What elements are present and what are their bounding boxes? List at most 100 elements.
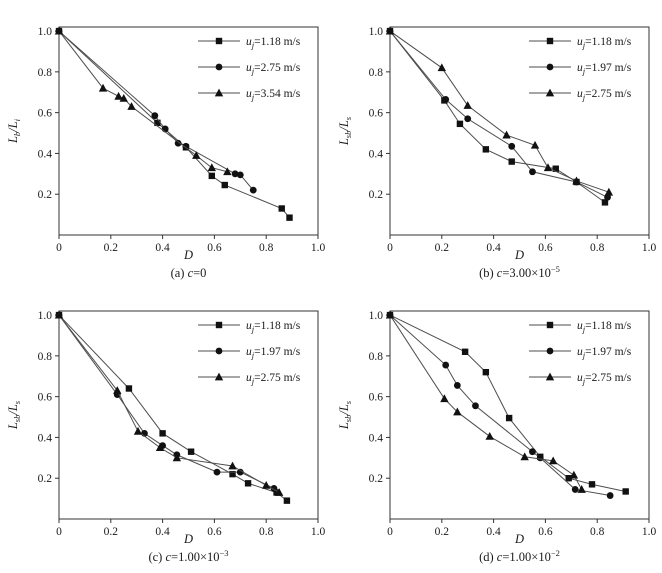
y-tick-label: 1.0 <box>369 310 384 322</box>
marker-circle <box>606 492 614 499</box>
marker-square <box>278 205 285 212</box>
marker-square <box>125 385 133 392</box>
plot-frame <box>389 26 650 236</box>
x-tick-label: 0.2 <box>104 242 119 254</box>
series-line <box>58 30 228 173</box>
marker-square <box>221 181 228 189</box>
plot-frame <box>58 26 319 236</box>
subplot-cell-c: 0 0.2 0.4 0.6 0.8 1.0 0.2 0.4 0.6 0.8 1.0 uj=1.18 m… <box>0 284 331 568</box>
subplot-caption: (b) c=3.00×10−5 <box>479 264 560 280</box>
legend-label: uj=1.18 m/s <box>246 36 301 50</box>
legend-label: uj=2.75 m/s <box>246 62 301 76</box>
marker-square <box>215 321 223 329</box>
legend-label: uj=1.18 m/s <box>577 36 632 50</box>
series-line <box>389 30 610 193</box>
marker-circle <box>546 63 554 71</box>
marker-triangle <box>545 372 555 381</box>
series-line <box>58 314 288 502</box>
y-axis-label: Lsb​/Ls​ <box>337 400 353 430</box>
marker-square <box>208 172 216 180</box>
marker-circle <box>453 382 461 389</box>
y-axis-label: Lsb​/Ls​ <box>6 400 22 430</box>
marker-triangle <box>569 470 579 479</box>
legend-label: uj=1.97 m/s <box>246 346 301 360</box>
plot-frame <box>58 310 319 520</box>
x-tick-label: 0.4 <box>486 526 501 538</box>
marker-circle <box>215 63 223 71</box>
marker-square <box>187 448 195 455</box>
marker-triangle <box>385 310 395 319</box>
x-tick-label: 1.0 <box>311 242 326 254</box>
marker-circle <box>442 361 450 369</box>
subplot-cell-d: 0 0.2 0.4 0.6 0.8 1.0 0.2 0.4 0.6 0.8 1.0 uj=1.18 m… <box>331 284 662 568</box>
marker-triangle <box>572 176 581 185</box>
marker-square <box>461 348 469 355</box>
series-square <box>55 311 291 504</box>
marker-square <box>273 489 280 496</box>
x-tick-label: 0.6 <box>207 242 222 254</box>
legend-label: uj=1.97 m/s <box>577 346 632 360</box>
marker-circle <box>442 95 450 103</box>
marker-triangle <box>114 91 123 100</box>
x-tick-label: 0.8 <box>259 242 274 254</box>
subplot-caption: (a) c=0 <box>171 266 207 280</box>
marker-square <box>283 497 291 504</box>
series-line <box>389 314 626 492</box>
marker-square <box>159 430 166 437</box>
series-line <box>58 30 254 191</box>
marker-square <box>565 475 572 482</box>
marker-triangle <box>113 386 122 394</box>
series-circle <box>386 311 614 499</box>
y-tick-label: 0.2 <box>369 473 384 485</box>
series-line <box>389 30 608 198</box>
series-line <box>58 314 275 489</box>
legend-item: uj=2.75 m/s <box>198 372 301 386</box>
y-tick-label: 1.0 <box>38 310 53 322</box>
marker-triangle <box>530 140 540 149</box>
series-square <box>55 27 293 221</box>
marker-square <box>482 368 490 376</box>
y-tick-label: 1.0 <box>38 26 53 38</box>
series-triangle <box>385 310 586 493</box>
y-tick-label: 0.4 <box>369 432 384 444</box>
x-tick-label: 0.6 <box>538 526 553 538</box>
y-tick-label: 0.6 <box>38 108 53 120</box>
marker-circle <box>151 112 159 120</box>
x-tick-label: 0 <box>56 526 62 538</box>
series-circle <box>55 311 278 492</box>
series-circle <box>55 27 257 194</box>
marker-triangle <box>545 88 555 97</box>
series-line <box>58 314 280 493</box>
marker-square <box>505 414 513 422</box>
marker-square <box>552 165 559 172</box>
series-square <box>386 311 629 495</box>
marker-triangle <box>440 394 449 403</box>
y-tick-label: 0.8 <box>369 67 384 79</box>
y-tick-label: 0.2 <box>38 189 53 201</box>
marker-circle <box>529 168 536 176</box>
subplot-b-chart: 0 0.2 0.4 0.6 0.8 1.0 0.2 0.4 0.6 0.8 1.0 uj=1.18 m… <box>337 26 656 280</box>
marker-square <box>286 214 293 221</box>
subplot-c-chart: 0 0.2 0.4 0.6 0.8 1.0 0.2 0.4 0.6 0.8 1.0 uj=1.18 m… <box>6 310 325 564</box>
legend-item: uj=1.18 m/s <box>198 36 301 50</box>
marker-triangle <box>385 26 395 35</box>
legend-item: uj=1.18 m/s <box>198 320 301 334</box>
marker-square <box>154 119 161 127</box>
x-axis-label: D <box>183 248 193 262</box>
y-tick-label: 0.8 <box>38 67 53 79</box>
legend-item: uj=1.97 m/s <box>529 62 632 76</box>
marker-triangle <box>127 102 136 110</box>
marker-circle <box>182 142 190 150</box>
legend-item: uj=3.54 m/s <box>198 88 301 102</box>
subplot-caption: (c) c=1.00×10−3 <box>148 548 228 564</box>
marker-square <box>546 37 554 45</box>
subplot-cell-b: 0 0.2 0.4 0.6 0.8 1.0 0.2 0.4 0.6 0.8 1.0 uj=1.18 m… <box>331 0 662 284</box>
marker-circle <box>536 454 544 462</box>
legend-item: uj=1.18 m/s <box>529 320 632 334</box>
x-tick-label: 0.6 <box>538 242 553 254</box>
y-tick-label: 1.0 <box>369 26 384 38</box>
legend-label: uj=2.75 m/s <box>577 372 632 386</box>
legend-label: uj=2.75 m/s <box>577 88 632 102</box>
x-tick-label: 0.2 <box>435 526 450 538</box>
